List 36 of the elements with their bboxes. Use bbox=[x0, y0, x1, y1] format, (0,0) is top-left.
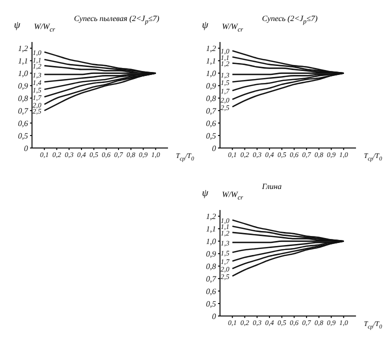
chart-title: Глина bbox=[262, 182, 282, 191]
y-tick-label: 0 bbox=[212, 144, 216, 153]
y-tick-label: 1,0 bbox=[18, 69, 28, 78]
y-tick-label: 0,5 bbox=[18, 131, 28, 140]
y-tick-label: 0,9 bbox=[206, 81, 216, 90]
legend-title: W/W$_{cr}$ bbox=[222, 190, 244, 202]
y-tick-label: 0,8 bbox=[18, 94, 28, 103]
y-tick-label: 1,0 bbox=[206, 237, 216, 246]
y-tick-label: 1,0 bbox=[206, 69, 216, 78]
y-tick-label: 0,6 bbox=[206, 118, 216, 128]
y-tick-label: 0,8 bbox=[206, 262, 216, 271]
y-tick-label: 0 bbox=[24, 144, 28, 153]
y-tick-label: 0,6 bbox=[18, 118, 28, 128]
y-tick-label: 0,8 bbox=[206, 94, 216, 103]
y-axis-title: ψ bbox=[202, 188, 208, 199]
y-tick-label: 1,1 bbox=[18, 56, 28, 66]
y-tick-label: 0,9 bbox=[18, 81, 28, 90]
chart-title: Супесь пылевая (2<J$_{p}$≤7) bbox=[74, 14, 160, 26]
y-tick-label: 0,7 bbox=[206, 106, 217, 116]
y-tick-label: 0,6 bbox=[206, 286, 216, 296]
legend-title: W/W$_{cr}$ bbox=[34, 22, 56, 34]
y-tick-label: 0,5 bbox=[206, 131, 216, 140]
chart-title: Супесь (2<J$_{p}$≤7) bbox=[262, 14, 318, 26]
y-tick-label: 0,9 bbox=[206, 249, 216, 258]
legend-title: W/W$_{cr}$ bbox=[222, 22, 244, 34]
y-tick-label: 1,1 bbox=[206, 56, 216, 66]
y-tick-label: 0,5 bbox=[206, 299, 216, 308]
y-axis-title: ψ bbox=[14, 20, 20, 31]
y-tick-label: 1,1 bbox=[206, 224, 216, 234]
y-tick-label: 1,2 bbox=[18, 44, 28, 54]
y-tick-label: 1,2 bbox=[206, 212, 216, 222]
y-tick-label: 0,7 bbox=[206, 274, 217, 284]
y-tick-label: 0 bbox=[212, 312, 216, 321]
y-tick-label: 1,2 bbox=[206, 44, 216, 54]
y-axis-title: ψ bbox=[202, 20, 208, 31]
y-tick-label: 0,7 bbox=[18, 106, 29, 116]
